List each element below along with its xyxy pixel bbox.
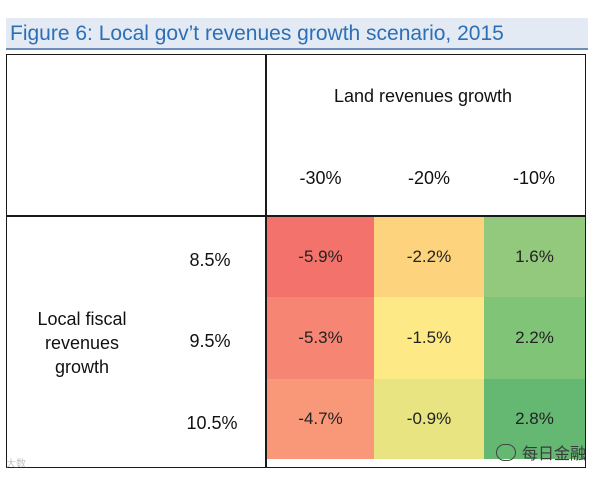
row-label: 9.5% bbox=[189, 331, 231, 351]
row-label: 10.5% bbox=[186, 413, 238, 433]
figure-title-bar: Figure 6: Local gov’t revenues growth sc… bbox=[6, 18, 588, 50]
row-group-header-text: Local fiscal revenues growth bbox=[37, 309, 127, 377]
column-label: -30% bbox=[299, 168, 342, 188]
header-divider-horizontal bbox=[6, 215, 586, 217]
heatmap-cell: -1.5% bbox=[374, 297, 484, 379]
column-group-header: Land revenues growth bbox=[333, 86, 513, 106]
watermark-left: 大数 bbox=[6, 459, 26, 470]
heatmap-cell: -0.9% bbox=[374, 379, 484, 459]
heatmap-cell: -5.3% bbox=[267, 297, 374, 379]
row-label: 8.5% bbox=[189, 250, 231, 270]
wechat-icon bbox=[495, 443, 516, 461]
figure-label: Figure 6: bbox=[10, 22, 93, 45]
heatmap-cell: -5.9% bbox=[267, 217, 374, 297]
row-group-header: Local fiscal revenues growth bbox=[16, 307, 148, 379]
heatmap-cell: -2.2% bbox=[374, 217, 484, 297]
column-label: -20% bbox=[407, 168, 451, 188]
scenario-table bbox=[6, 54, 586, 468]
header-divider-vertical bbox=[265, 54, 267, 468]
watermark-text: 每日金融 bbox=[521, 444, 586, 463]
column-label: -10% bbox=[512, 168, 556, 188]
heatmap-cell: 2.2% bbox=[484, 297, 585, 379]
watermark: 每日金融 bbox=[495, 440, 586, 464]
figure-title: Local gov’t revenues growth scenario, 20… bbox=[98, 22, 504, 45]
heatmap-cell: 1.6% bbox=[484, 217, 585, 297]
heatmap-cell: -4.7% bbox=[267, 379, 374, 459]
